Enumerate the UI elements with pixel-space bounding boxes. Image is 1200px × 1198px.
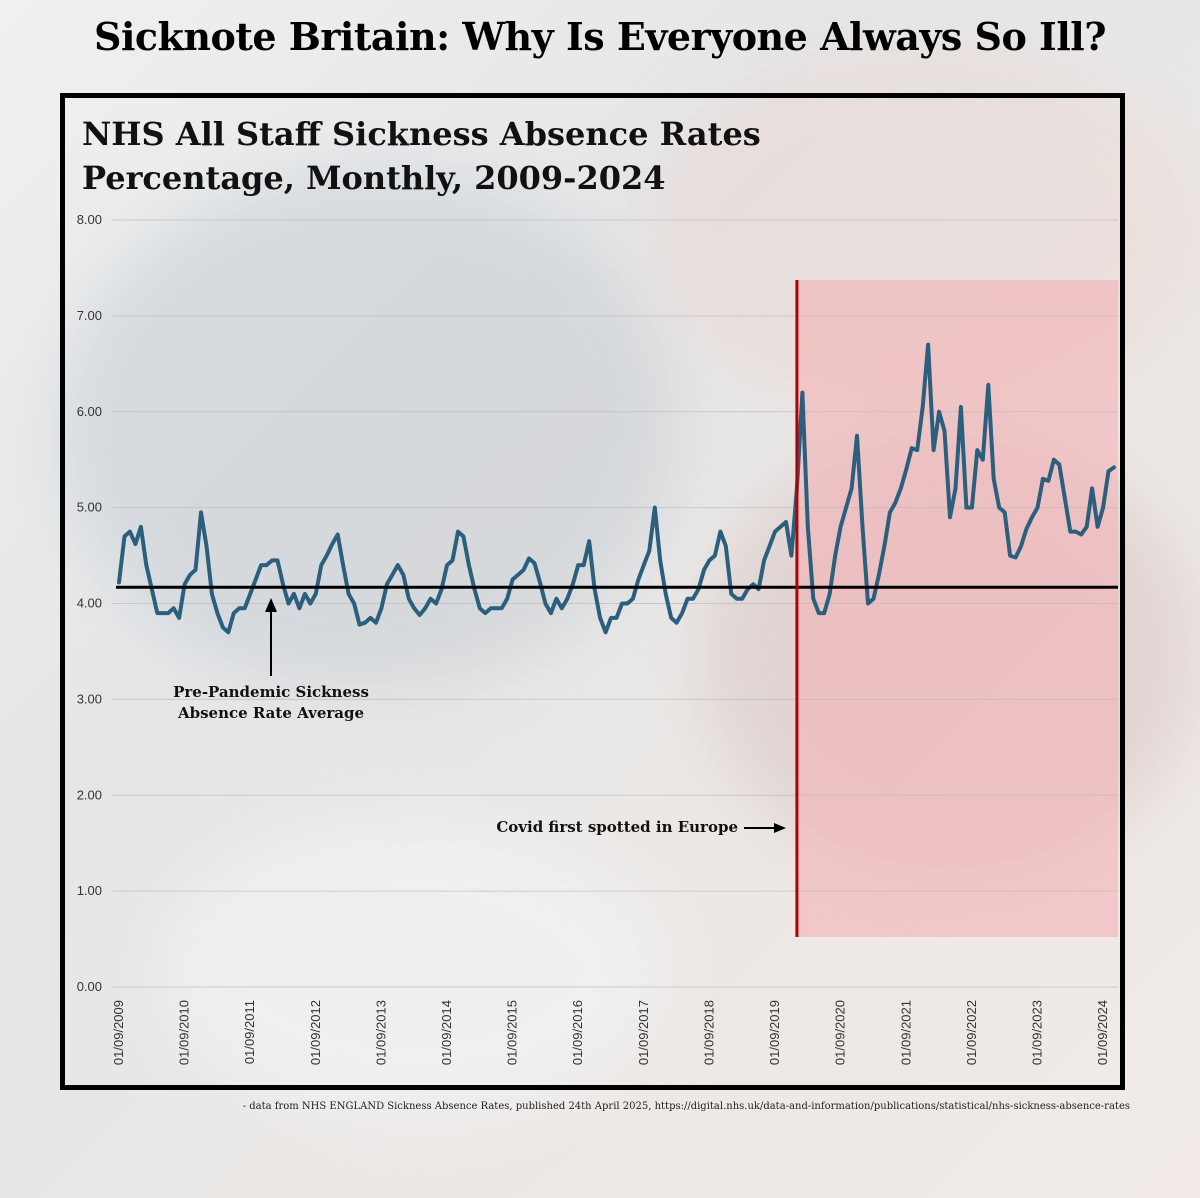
x-tick-label: 01/09/2019	[767, 1000, 782, 1065]
x-tick-label: 01/09/2018	[701, 1000, 716, 1065]
x-tick-label: 01/09/2020	[833, 1000, 848, 1065]
y-tick-label: 1.00	[77, 883, 102, 898]
series-line	[117, 342, 1116, 635]
chart-title: NHS All Staff Sickness Absence Rates Per…	[82, 112, 761, 200]
y-tick-label: 8.00	[77, 212, 102, 227]
chart-frame	[60, 93, 1125, 1090]
background-blob	[160, 820, 660, 1120]
chart-title-line-1: NHS All Staff Sickness Absence Rates	[82, 115, 761, 153]
y-tick-label: 4.00	[77, 596, 102, 611]
post-covid-shade	[796, 280, 1118, 937]
covid-annotation-arrowhead	[774, 823, 786, 833]
x-tick-label: 01/09/2012	[308, 1000, 323, 1065]
chart-title-line-2: Percentage, Monthly, 2009-2024	[82, 159, 666, 197]
x-tick-label: 01/09/2021	[898, 1000, 913, 1065]
source-note: - data from NHS ENGLAND Sickness Absence…	[242, 1101, 1130, 1112]
x-tick-label: 01/09/2024	[1095, 1000, 1110, 1065]
x-tick-label: 01/09/2015	[505, 1000, 520, 1065]
y-tick-label: 2.00	[77, 787, 102, 802]
y-tick-label: 3.00	[77, 691, 102, 706]
x-tick-label: 01/09/2013	[373, 1000, 388, 1065]
x-tick-label: 01/09/2023	[1029, 1000, 1044, 1065]
x-tick-label: 01/09/2010	[177, 1000, 192, 1065]
y-tick-label: 5.00	[77, 500, 102, 515]
average-annotation-arrowhead	[265, 598, 277, 612]
average-annotation-label: Pre-Pandemic Sickness	[173, 683, 369, 701]
x-tick-label: 01/09/2022	[964, 1000, 979, 1065]
average-annotation-label: Absence Rate Average	[177, 704, 364, 722]
y-tick-label: 6.00	[77, 404, 102, 419]
x-tick-label: 01/09/2016	[570, 1000, 585, 1065]
x-tick-label: 01/09/2014	[439, 1000, 454, 1065]
y-tick-label: 7.00	[77, 308, 102, 323]
x-tick-label: 01/09/2017	[636, 1000, 651, 1065]
x-tick-label: 01/09/2009	[111, 1000, 126, 1065]
covid-annotation-label: Covid first spotted in Europe	[496, 818, 738, 836]
y-tick-label: 0.00	[77, 979, 102, 994]
headline: Sicknote Britain: Why Is Everyone Always…	[94, 14, 1106, 59]
x-tick-label: 01/09/2011	[242, 1000, 257, 1064]
